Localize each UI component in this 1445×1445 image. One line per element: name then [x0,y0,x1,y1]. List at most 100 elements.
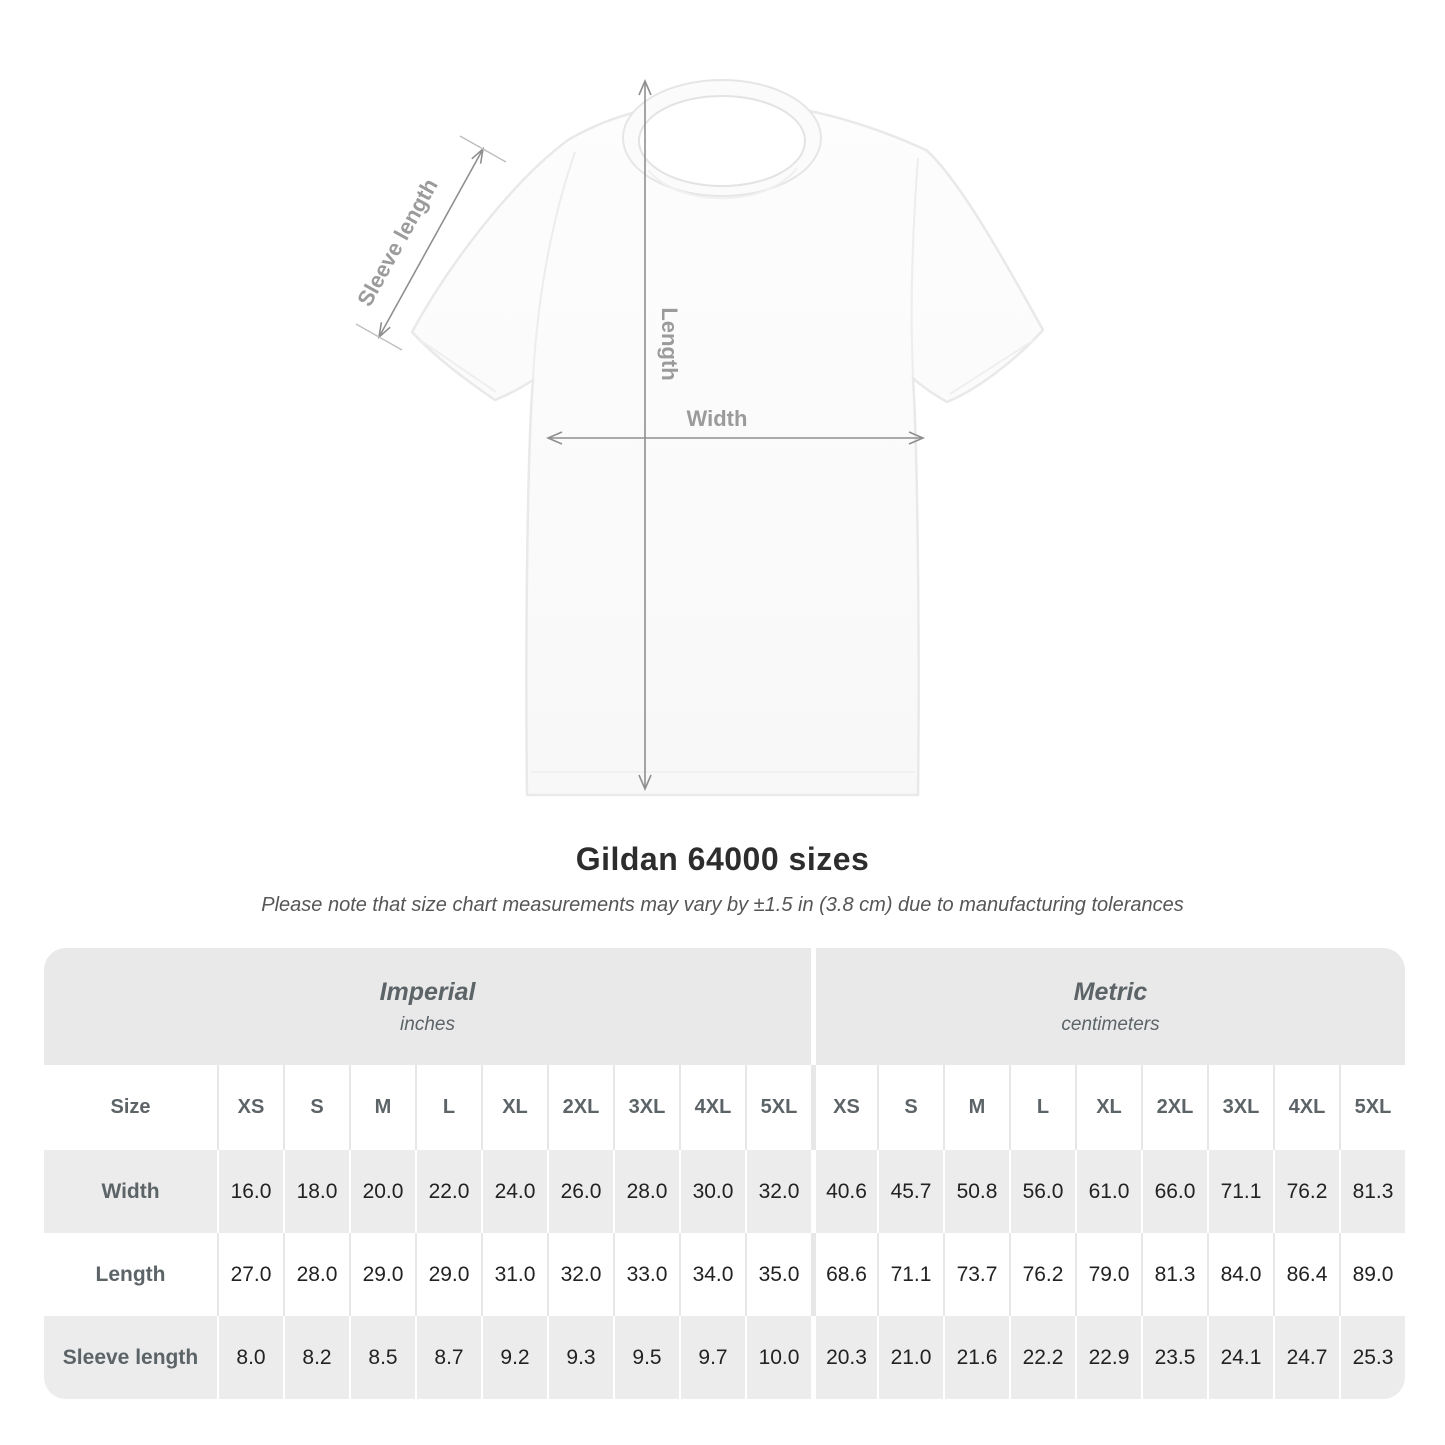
size-value-cell: 79.0 [1075,1233,1141,1316]
size-value-cell: 34.0 [679,1233,745,1316]
size-value-cell: 81.3 [1141,1233,1207,1316]
size-column-header: 4XL [679,1065,745,1150]
length-label: Length [657,307,682,380]
size-value-cell: 9.7 [679,1316,745,1399]
size-value-cell: 32.0 [745,1150,811,1233]
size-value-cell: 40.6 [811,1150,877,1233]
size-column-header: 2XL [547,1065,613,1150]
size-value-cell: 32.0 [547,1233,613,1316]
size-value-cell: 10.0 [745,1316,811,1399]
size-value-cell: 8.5 [349,1316,415,1399]
size-value-cell: 18.0 [283,1150,349,1233]
metric-band: Metric centimeters [811,948,1405,1065]
size-value-cell: 84.0 [1207,1233,1273,1316]
size-value-cell: 22.2 [1009,1316,1075,1399]
size-value-cell: 29.0 [415,1233,481,1316]
size-column-header: 5XL [1339,1065,1405,1150]
size-value-cell: 25.3 [1339,1316,1405,1399]
tshirt-figure-svg: Sleeve length Length Width [352,78,1045,797]
size-value-cell: 81.3 [1339,1150,1405,1233]
width-label: Width [687,406,748,431]
size-value-cell: 76.2 [1009,1233,1075,1316]
size-table-grid: Imperial inches Metric centimeters Size … [44,948,1405,1399]
size-corner-label: Size [110,1096,151,1118]
size-value-cell: 29.0 [349,1233,415,1316]
size-value-cell: 86.4 [1273,1233,1339,1316]
size-value-cell: 24.0 [481,1150,547,1233]
size-value-cell: 71.1 [1207,1150,1273,1233]
tshirt-measurement-diagram: Sleeve length Length Width [352,78,1045,797]
row-label: Width [101,1179,160,1203]
size-header-row: Size XS S M L XL 2XL 3XL 4XL 5XL XS S M … [44,1065,1405,1150]
size-value-cell: 8.0 [217,1316,283,1399]
size-value-cell: 22.9 [1075,1316,1141,1399]
size-value-cell: 28.0 [283,1233,349,1316]
size-column-header: 2XL [1141,1065,1207,1150]
size-value-cell: 21.6 [943,1316,1009,1399]
size-value-cell: 27.0 [217,1233,283,1316]
size-value-cell: 24.7 [1273,1316,1339,1399]
size-column-header: 4XL [1273,1065,1339,1150]
unit-band-row: Imperial inches Metric centimeters [44,948,1405,1065]
size-value-cell: 9.3 [547,1316,613,1399]
page-subtitle: Please note that size chart measurements… [261,894,1184,916]
size-value-cell: 61.0 [1075,1150,1141,1233]
sleeve-length-label: Sleeve length [352,174,443,310]
size-column-header: S [877,1065,943,1150]
size-value-cell: 8.7 [415,1316,481,1399]
size-value-cell: 20.3 [811,1316,877,1399]
imperial-unit: inches [400,1013,455,1035]
size-value-cell: 31.0 [481,1233,547,1316]
size-column-header: M [943,1065,1009,1150]
length-arrow [638,78,652,792]
size-value-cell: 66.0 [1141,1150,1207,1233]
table-row-sleeve-length: Sleeve length 8.0 8.2 8.5 8.7 9.2 9.3 9.… [44,1316,1405,1399]
size-value-cell: 73.7 [943,1233,1009,1316]
size-value-cell: 23.5 [1141,1316,1207,1399]
page-title: Gildan 64000 sizes [575,841,870,877]
size-value-cell: 22.0 [415,1150,481,1233]
size-column-header: L [415,1065,481,1150]
size-value-cell: 21.0 [877,1316,943,1399]
size-column-header: 3XL [613,1065,679,1150]
size-table: Imperial inches Metric centimeters Size … [44,948,1405,1399]
size-value-cell: 26.0 [547,1150,613,1233]
size-column-header: XL [1075,1065,1141,1150]
size-value-cell: 20.0 [349,1150,415,1233]
size-value-cell: 50.8 [943,1150,1009,1233]
size-value-cell: 9.5 [613,1316,679,1399]
tshirt-silhouette [410,79,1045,797]
size-value-cell: 33.0 [613,1233,679,1316]
size-column-header: 5XL [745,1065,811,1150]
size-value-cell: 76.2 [1273,1150,1339,1233]
sleeve-length-arrow [355,135,507,351]
row-label: Length [95,1262,166,1286]
size-value-cell: 71.1 [877,1233,943,1316]
size-value-cell: 68.6 [811,1233,877,1316]
table-row-length: Length 27.0 28.0 29.0 29.0 31.0 32.0 33.… [44,1233,1405,1316]
size-column-header: L [1009,1065,1075,1150]
size-column-header: M [349,1065,415,1150]
size-value-cell: 89.0 [1339,1233,1405,1316]
metric-unit: centimeters [1061,1013,1160,1035]
imperial-band: Imperial inches [44,948,811,1065]
metric-label: Metric [1073,977,1148,1006]
table-row-width: Width 16.0 18.0 20.0 22.0 24.0 26.0 28.0… [44,1150,1405,1233]
size-value-cell: 24.1 [1207,1316,1273,1399]
size-column-header: XL [481,1065,547,1150]
imperial-label: Imperial [379,977,476,1006]
size-column-header: XS [217,1065,283,1150]
size-value-cell: 45.7 [877,1150,943,1233]
size-value-cell: 28.0 [613,1150,679,1233]
size-column-header: 3XL [1207,1065,1273,1150]
size-value-cell: 8.2 [283,1316,349,1399]
size-column-header: XS [811,1065,877,1150]
row-label: Sleeve length [62,1345,199,1369]
size-value-cell: 16.0 [217,1150,283,1233]
size-value-cell: 30.0 [679,1150,745,1233]
size-column-header: S [283,1065,349,1150]
size-value-cell: 56.0 [1009,1150,1075,1233]
size-value-cell: 35.0 [745,1233,811,1316]
width-arrow [545,431,926,445]
